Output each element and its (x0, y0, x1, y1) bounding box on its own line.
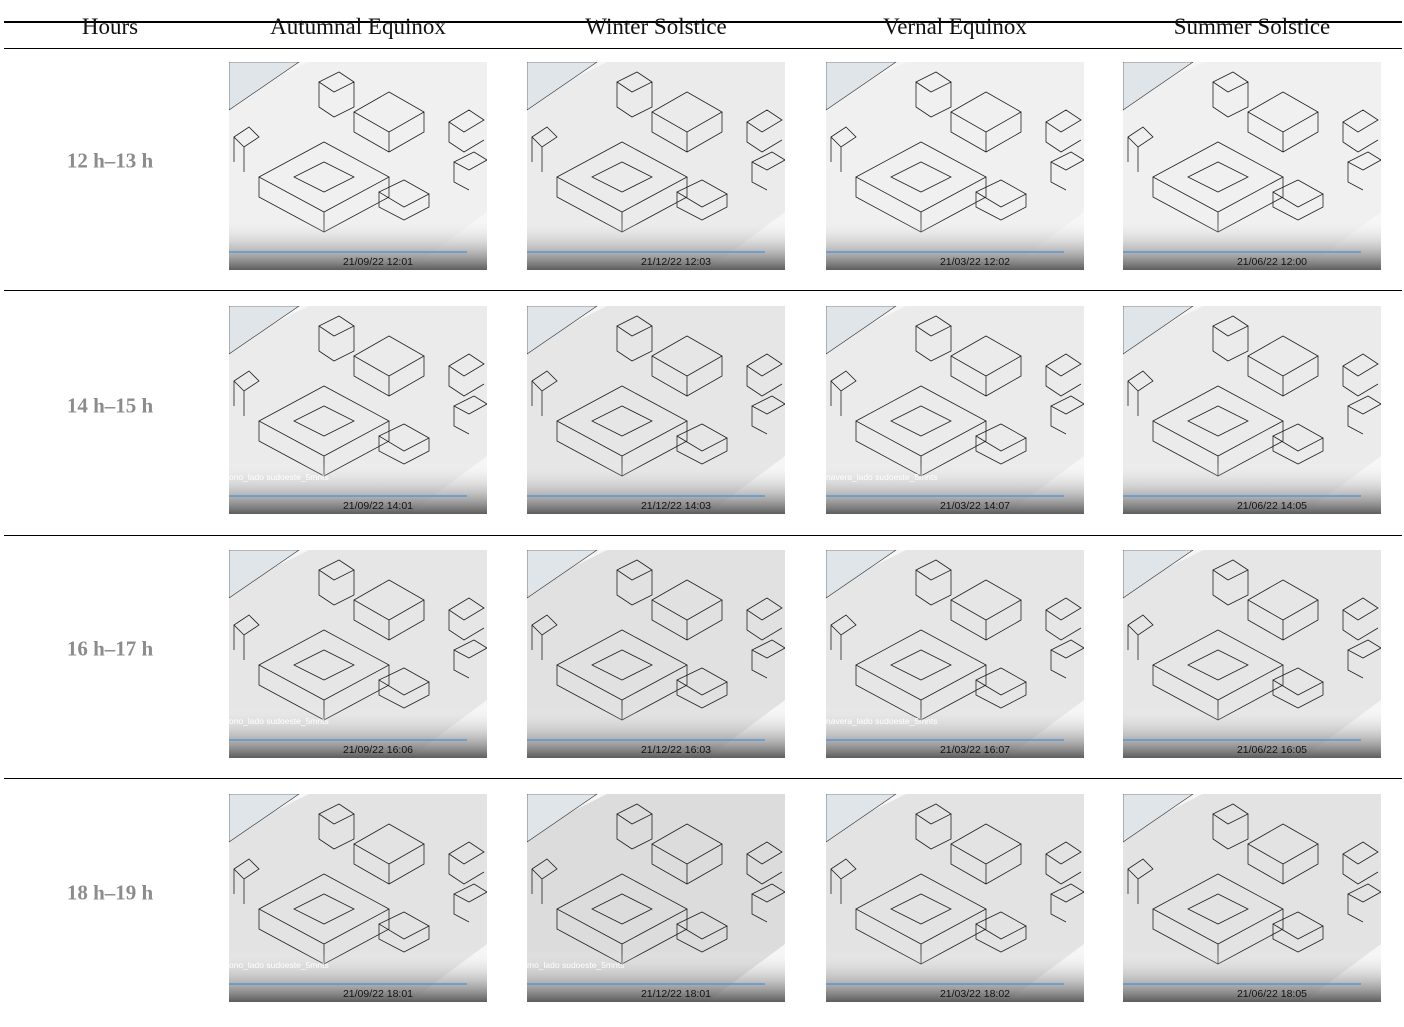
shadow-study-image: mo_lado sudoeste_5mnts 21/12/22 18:01 (527, 794, 785, 1002)
shadow-study-image: ono_lado sudoeste_5mnts 21/09/22 18:01 (229, 794, 487, 1002)
shadow-study-image: 21/03/22 18:02 (826, 794, 1084, 1002)
timestamp: 21/06/22 16:05 (1237, 744, 1307, 756)
row-hours: 18 h–19 h (66, 880, 154, 905)
scene-label: navera_lado sudoeste_5mnts (826, 472, 938, 482)
scene-label: ono_lado sudoeste_5mnts (229, 716, 329, 726)
row-rule (4, 778, 1402, 779)
bottom-fade (1123, 794, 1381, 1002)
bottom-fade (1123, 550, 1381, 758)
timestamp: 21/09/22 14:01 (343, 500, 413, 512)
bottom-fade (527, 306, 785, 514)
bottom-fade (826, 306, 1084, 514)
column-header: Autumnal Equinox (270, 14, 446, 39)
shadow-study-image: 21/12/22 14:03 (527, 306, 785, 514)
timestamp: 21/06/22 18:05 (1237, 988, 1307, 1000)
header-rule (4, 48, 1402, 49)
scene-label: ono_lado sudoeste_5mnts (229, 472, 329, 482)
shadow-study-image: navera_lado sudoeste_5mnts 21/03/22 16:07 (826, 550, 1084, 758)
bottom-fade (1123, 306, 1381, 514)
timestamp: 21/03/22 14:07 (940, 500, 1010, 512)
bottom-fade (826, 794, 1084, 1002)
column-header: Winter Solstice (585, 14, 727, 39)
timestamp: 21/12/22 18:01 (641, 988, 711, 1000)
bottom-fade (527, 794, 785, 1002)
row-rule (4, 535, 1402, 536)
timestamp: 21/12/22 16:03 (641, 744, 711, 756)
timestamp: 21/12/22 12:03 (641, 256, 711, 268)
scene-label: navera_lado sudoeste_5mnts (826, 716, 938, 726)
timestamp: 21/12/22 14:03 (641, 500, 711, 512)
bottom-fade (1123, 62, 1381, 270)
shadow-study-image: 21/12/22 16:03 (527, 550, 785, 758)
bottom-fade (527, 550, 785, 758)
shadow-study-image: 21/03/22 12:02 (826, 62, 1084, 270)
row-hours: 14 h–15 h (66, 393, 154, 417)
shadow-study-image: 21/06/22 14:05 (1123, 306, 1381, 514)
bottom-fade (229, 550, 487, 758)
shadow-study-image: 21/12/22 12:03 (527, 62, 785, 270)
timestamp: 21/03/22 18:02 (940, 988, 1010, 1000)
bottom-fade (527, 62, 785, 270)
bottom-fade (826, 550, 1084, 758)
bottom-fade (229, 62, 487, 270)
timestamp: 21/03/22 16:07 (940, 744, 1010, 756)
timestamp: 21/09/22 18:01 (343, 988, 413, 1000)
row-hours: 12 h–13 h (66, 148, 154, 173)
scene-label: mo_lado sudoeste_5mnts (527, 960, 624, 970)
shadow-study-image: 21/06/22 16:05 (1123, 550, 1381, 758)
bottom-fade (229, 794, 487, 1002)
column-header: Hours (81, 14, 139, 39)
shadow-study-image: navera_lado sudoeste_5mnts 21/03/22 14:07 (826, 306, 1084, 514)
shadow-study-image: 21/06/22 18:05 (1123, 794, 1381, 1002)
shadow-study-image: ono_lado sudoeste_5mnts 21/09/22 14:01 (229, 306, 487, 514)
timestamp: 21/09/22 12:01 (343, 256, 413, 268)
bottom-fade (826, 62, 1084, 270)
column-header: Summer Solstice (1173, 14, 1331, 39)
shadow-study-image: ono_lado sudoeste_5mnts 21/09/22 16:06 (229, 550, 487, 758)
top-rule (4, 21, 1402, 23)
timestamp: 21/06/22 14:05 (1237, 500, 1307, 512)
row-rule (4, 290, 1402, 291)
timestamp: 21/09/22 16:06 (343, 744, 413, 756)
shadow-study-image: 21/09/22 12:01 (229, 62, 487, 270)
column-header: Vernal Equinox (883, 14, 1027, 39)
timestamp: 21/06/22 12:00 (1237, 256, 1307, 268)
row-hours: 16 h–17 h (66, 636, 154, 661)
bottom-fade (229, 306, 487, 514)
shadow-study-image: 21/06/22 12:00 (1123, 62, 1381, 270)
timestamp: 21/03/22 12:02 (940, 256, 1010, 268)
scene-label: ono_lado sudoeste_5mnts (229, 960, 329, 970)
